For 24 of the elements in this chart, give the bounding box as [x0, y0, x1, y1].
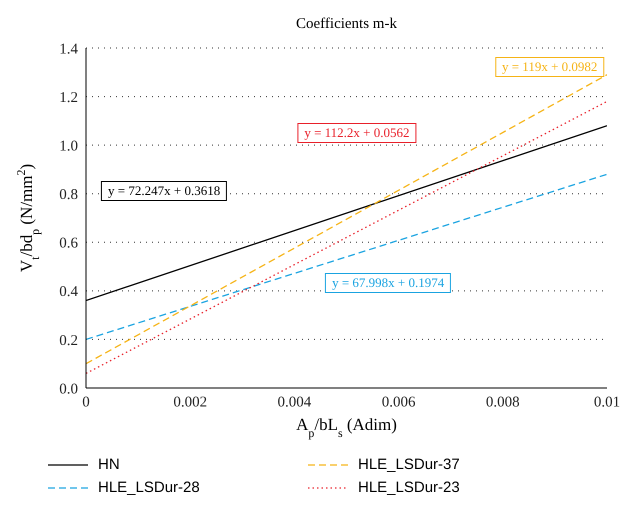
x-tick-label: 0.004: [278, 394, 312, 411]
legend-label: HN: [98, 456, 120, 473]
x-tick-label: 0.006: [382, 394, 416, 411]
chart-title: Coefficients m-k: [295, 16, 398, 33]
annotation: y = 67.998x + 0.1974: [325, 272, 452, 293]
x-tick-label: 0.002: [173, 394, 208, 411]
y-tick-label: 0.4: [59, 284, 78, 300]
y-tick-label: 1.4: [59, 41, 78, 58]
x-tick-label: 0.01: [594, 394, 620, 411]
y-tick-label: 1.2: [59, 90, 78, 106]
y-tick-label: 0.6: [59, 236, 78, 252]
y-tick-label: 0.8: [59, 187, 78, 204]
annotation: y = 119x + 0.0982: [494, 56, 604, 77]
x-tick-label: 0: [82, 394, 90, 411]
x-axis-title: A$_{p}$/bL$_{s}$ (Adim): [296, 415, 397, 440]
y-tick-label: 0.2: [59, 332, 78, 349]
annotation: y = 112.2x + 0.0562: [297, 123, 416, 143]
x-tick-label: 0.008: [486, 394, 520, 411]
y-tick-label: 1.0: [59, 138, 78, 154]
annotation: y = 72.247x + 0.3618: [101, 180, 228, 201]
y-tick-label: 0.0: [59, 381, 78, 398]
legend-label: HLE_LSDur-28: [98, 479, 200, 496]
legend-label: HLE_LSDur-23: [358, 479, 460, 496]
legend-label: HLE_LSDur-37: [358, 456, 460, 473]
